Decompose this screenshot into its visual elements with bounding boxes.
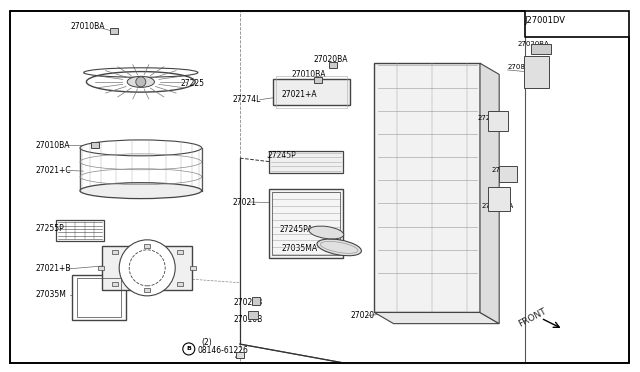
Text: 27255P: 27255P [35,224,64,232]
Polygon shape [480,63,499,324]
Bar [72,275,127,320]
Text: 27245PA: 27245PA [279,225,312,234]
Bar [273,192,339,254]
Text: 27010BA: 27010BA [291,70,326,79]
Circle shape [136,77,146,87]
Bar [111,250,118,254]
Text: 27225: 27225 [180,79,205,88]
Text: 27035M: 27035M [35,291,66,299]
Ellipse shape [309,226,344,239]
Ellipse shape [80,183,202,199]
Bar [252,296,260,305]
Text: 27020B: 27020B [234,298,263,307]
Text: 27010BA: 27010BA [70,22,105,31]
Ellipse shape [127,76,154,87]
Bar [248,311,258,320]
Bar [110,28,118,34]
Text: 27020BA: 27020BA [517,41,549,47]
Text: 27010B: 27010B [234,315,263,324]
Bar [314,77,322,83]
Bar [91,142,99,148]
Text: 08146-61226: 08146-61226 [197,346,248,355]
Bar [524,55,548,87]
Text: (2): (2) [202,339,212,347]
Bar [77,278,122,317]
Bar [499,166,517,182]
Bar [269,151,343,173]
Bar [111,282,118,286]
Text: 27250Q: 27250Q [477,115,505,121]
Bar [177,250,183,254]
Bar [273,79,350,105]
Bar [236,352,244,357]
Bar [329,62,337,68]
Text: 27245P: 27245P [268,151,296,160]
Text: 27274L: 27274L [232,95,260,104]
Bar [56,220,104,241]
Bar [177,282,183,286]
Text: J27001DV: J27001DV [525,16,566,25]
Ellipse shape [86,71,195,92]
Text: FRONT: FRONT [517,307,548,329]
Text: 27021+A: 27021+A [282,90,317,99]
Text: 27253N: 27253N [492,167,519,173]
Polygon shape [374,63,480,312]
Text: B: B [186,346,191,352]
Text: 27021+B: 27021+B [35,264,70,273]
Polygon shape [374,312,499,324]
Bar [98,266,104,270]
Ellipse shape [317,239,362,256]
Bar [190,266,196,270]
Ellipse shape [80,140,202,156]
Text: 27020: 27020 [351,311,375,320]
Text: 27010BA: 27010BA [35,141,70,150]
Text: 27250QA: 27250QA [481,203,513,209]
Bar [531,45,551,54]
Bar [488,187,509,211]
Bar [488,111,508,131]
Circle shape [119,240,175,296]
Text: 27020BA: 27020BA [314,55,348,64]
Bar [269,189,343,257]
Bar [276,76,347,108]
Bar [144,288,150,292]
Text: 27080: 27080 [508,64,530,70]
Text: 27021+C: 27021+C [35,166,71,175]
Text: 27035MA: 27035MA [282,244,317,253]
Bar [102,246,192,290]
Text: 27021: 27021 [232,198,256,207]
Bar [144,244,150,247]
